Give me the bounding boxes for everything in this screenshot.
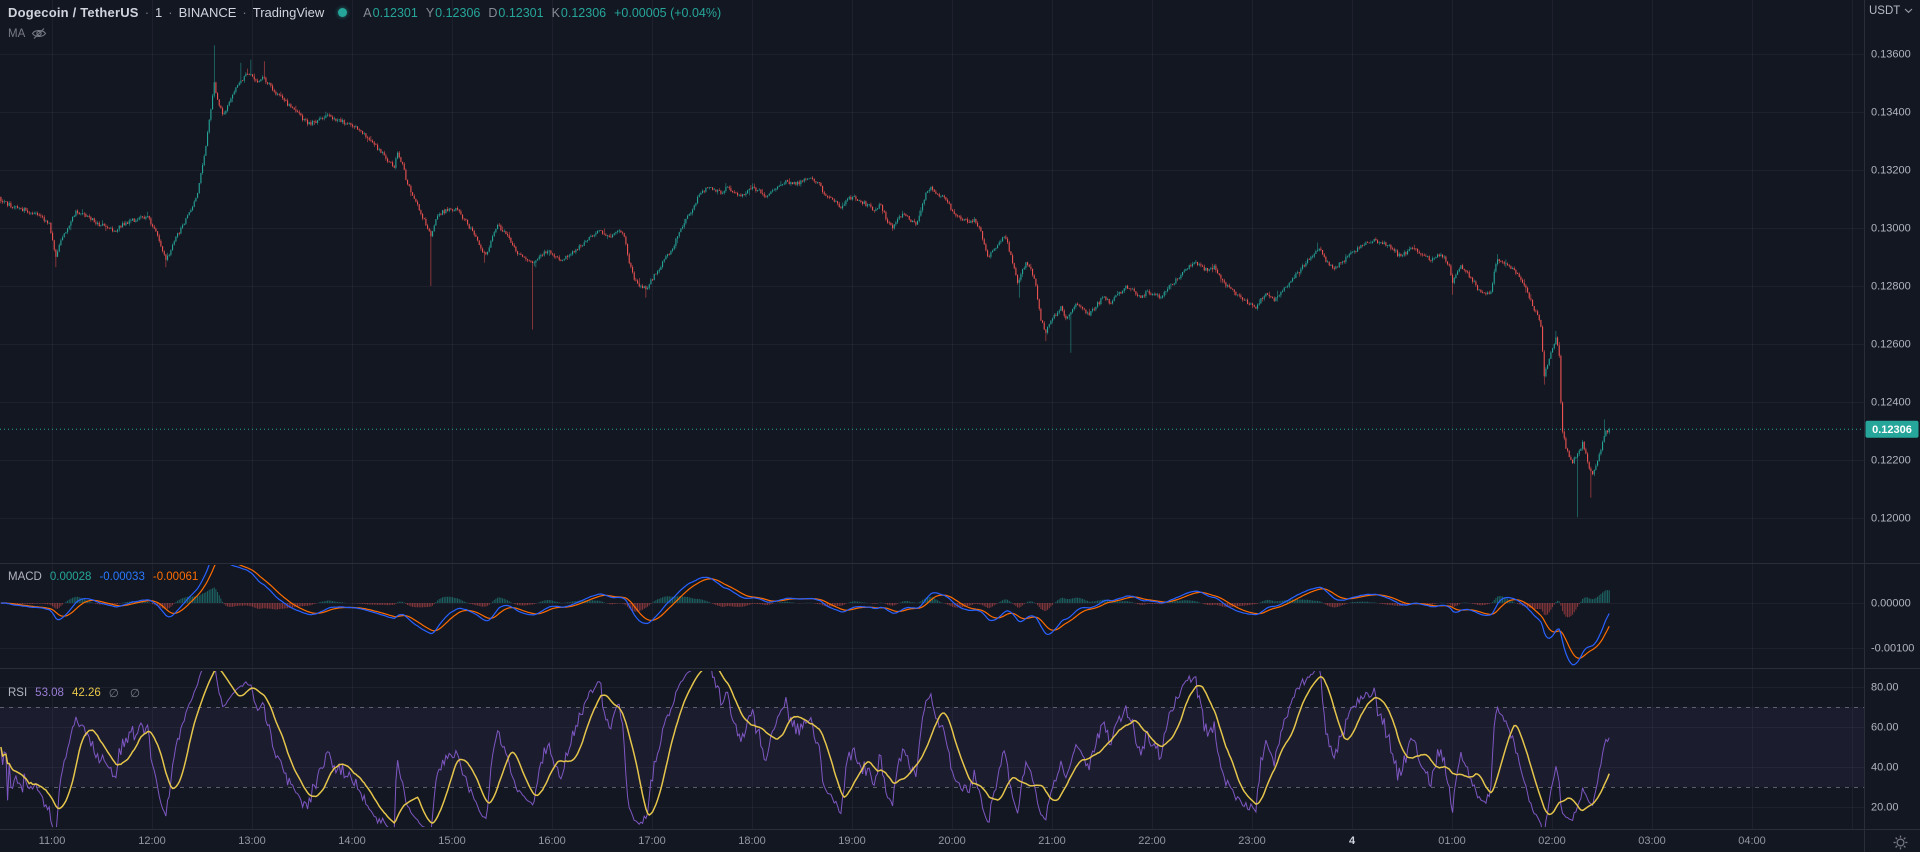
time-axis[interactable]: 11:00 12:00 13:00 14:00 15:00 16:00 17:00 18:00… [39,835,1766,847]
market-status-icon [338,8,348,17]
price-axis[interactable]: 0.13600 0.13400 0.13200 0.13000 0.12800 0.126… [1871,49,1914,814]
rsi-value: 53.08 [35,687,64,699]
macd-legend: MACD 0.00028 -0.00033 -0.00061 [8,571,198,583]
chevron-down-icon [1904,8,1913,14]
macd-histogram-value: 0.00028 [49,571,92,583]
low-value: 0.12301 [498,5,544,20]
time-label: 04:00 [1738,835,1766,847]
time-label: 18:00 [738,835,766,847]
axis-label: 0.12200 [1871,455,1911,467]
axis-label: 0.12600 [1871,339,1911,351]
svg-text:0.12306: 0.12306 [1872,424,1912,436]
axis-label: 40.00 [1871,762,1899,774]
axis-label: 0.00000 [1871,598,1911,610]
separator: · [242,5,247,20]
axis-label: 0.13200 [1871,165,1911,177]
time-label: 03:00 [1638,835,1666,847]
axis-label: 0.12800 [1871,281,1911,293]
gear-icon [1893,835,1908,850]
timescale-settings-button[interactable] [1893,835,1908,850]
time-label: 13:00 [238,835,266,847]
axis-label: 0.12400 [1871,397,1911,409]
rsi-empty-value: ∅ ∅ [108,688,144,700]
day-change-label: 4 [1349,835,1356,847]
time-label: 19:00 [838,835,866,847]
open-label: A [363,5,372,20]
separator: · [168,5,173,20]
macd-pane [0,565,1610,666]
close-value: 0.12306 [560,5,607,20]
change-value: +0.00005 (+0.04%) [614,5,722,20]
time-label: 15:00 [438,835,466,847]
visibility-off-icon[interactable] [31,27,47,40]
interval-label[interactable]: 1 [155,5,163,20]
time-label: 23:00 [1238,835,1266,847]
exchange-label[interactable]: BINANCE [178,5,237,20]
last-price-badge: 0.12306 [1865,420,1919,438]
open-value: 0.12301 [372,5,418,20]
axis-label: 0.13000 [1871,223,1911,235]
time-label: 02:00 [1538,835,1566,847]
time-label: 11:00 [39,835,66,847]
macd-line-value: -0.00033 [99,571,145,583]
time-label: 12:00 [138,835,166,847]
time-label: 14:00 [338,835,366,847]
currency-label: USDT [1869,5,1901,17]
ma-indicator-row: MA [8,27,47,40]
macd-signal-value: -0.00061 [152,571,199,583]
rsi-legend: RSI 53.08 42.26 ∅ ∅ [8,686,144,700]
rsi-band [0,707,1864,787]
close-label: K [551,5,560,20]
axis-label: 20.00 [1871,802,1899,814]
separator: · [144,5,150,20]
time-label: 21:00 [1038,835,1066,847]
symbol-title[interactable]: Dogecoin / TetherUS [8,5,139,20]
time-label: 20:00 [938,835,966,847]
low-label: D [488,5,498,20]
axis-label: 80.00 [1871,682,1899,694]
currency-selector[interactable]: USDT [1869,5,1913,17]
rsi-label[interactable]: RSI [8,687,28,699]
ma-indicator-label: MA [8,27,26,40]
time-label: 01:00 [1438,835,1466,847]
high-label: Y [425,5,435,20]
rsi-ma-value: 42.26 [71,687,101,699]
rsi-pane [0,671,1610,827]
axis-label: 0.12000 [1871,513,1911,525]
high-value: 0.12306 [435,5,481,20]
platform-label[interactable]: TradingView [252,5,325,20]
ohlc-readout: A 0.12301 Y 0.12306 D 0.12301 K 0.12306 [363,6,606,20]
axis-label: 60.00 [1871,722,1899,734]
time-label: 17:00 [638,835,666,847]
grid-lines [0,0,1864,829]
time-label: 22:00 [1138,835,1166,847]
time-label: 16:00 [538,835,566,847]
axis-label: 0.13600 [1871,49,1911,61]
symbol-header: Dogecoin / TetherUS · 1 · BINANCE · Trad… [8,5,721,20]
macd-label[interactable]: MACD [8,571,42,583]
axis-label: -0.00100 [1871,643,1914,655]
axis-label: 0.13400 [1871,107,1911,119]
